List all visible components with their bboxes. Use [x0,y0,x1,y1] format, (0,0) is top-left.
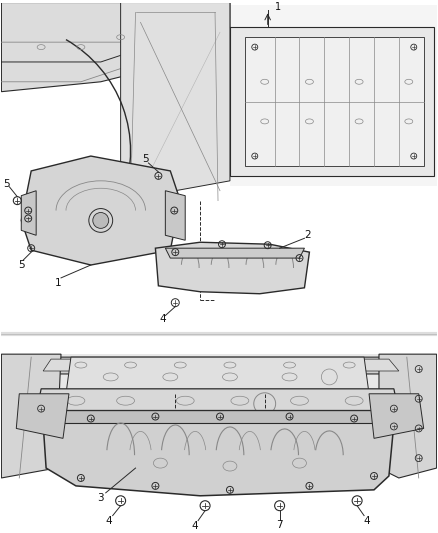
Polygon shape [120,3,230,200]
Text: 2: 2 [304,230,311,240]
Polygon shape [66,357,369,394]
Polygon shape [1,354,437,399]
Text: 4: 4 [192,521,198,530]
Text: 1: 1 [275,3,281,12]
Circle shape [93,213,109,228]
Polygon shape [43,359,399,371]
Text: 4: 4 [364,515,371,526]
Polygon shape [1,3,230,92]
Text: 1: 1 [55,278,61,288]
Polygon shape [19,357,419,374]
Polygon shape [21,156,180,265]
Text: 4: 4 [106,515,112,526]
Polygon shape [21,191,36,235]
Polygon shape [43,410,394,496]
Polygon shape [230,4,437,186]
Text: 5: 5 [3,179,10,189]
Polygon shape [165,248,304,258]
Polygon shape [1,354,61,478]
Text: 5: 5 [18,260,25,270]
Polygon shape [49,410,389,424]
Polygon shape [245,37,424,166]
Polygon shape [369,394,424,438]
Polygon shape [16,394,69,438]
Polygon shape [36,389,399,414]
Polygon shape [230,27,434,176]
Text: 4: 4 [159,314,166,325]
Text: 5: 5 [142,154,149,164]
Polygon shape [379,354,437,478]
Polygon shape [155,242,309,294]
Text: 3: 3 [97,493,104,503]
Text: 7: 7 [276,520,283,529]
Polygon shape [165,191,185,240]
